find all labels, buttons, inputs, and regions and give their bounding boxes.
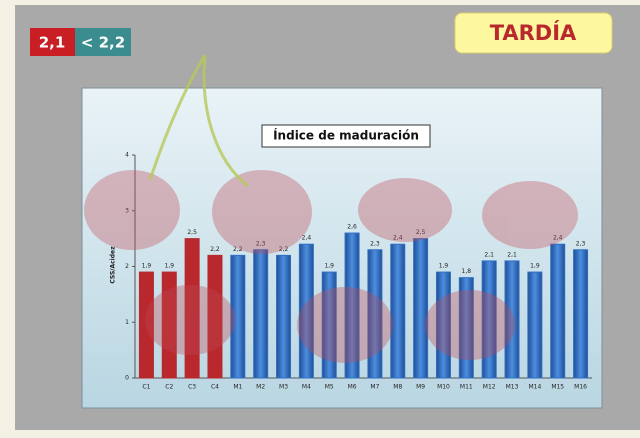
bar [414,239,428,378]
bar [551,244,565,378]
bar [277,255,291,378]
x-tick-label: M13 [506,384,519,391]
value-label: 1,9 [324,263,334,270]
label-text: TARDÍA [490,20,577,45]
value-label: 2,2 [210,246,220,253]
badge-text: 2,1 [39,34,66,52]
value-label: 1,9 [142,263,152,270]
x-tick-label: M6 [348,384,357,391]
value-label: 2,3 [576,240,586,247]
value-label: 2,1 [484,251,494,258]
x-tick-label: C1 [142,384,150,391]
page: 2,1 < 2,2 TARDÍA 01234C11,9C21,9C32,5C42… [0,0,640,434]
value-label: 1,8 [462,268,472,275]
y-axis-label: CSS/Acidez [110,246,117,284]
x-tick-label: M2 [256,384,265,391]
x-tick-label: M15 [551,384,564,391]
x-tick-label: M4 [302,384,311,391]
y-tick-label: 4 [125,152,129,159]
x-tick-label: M10 [437,384,450,391]
slide: 2,1 < 2,2 TARDÍA 01234C11,9C21,9C32,5C42… [0,0,640,434]
x-tick-label: C4 [211,384,219,391]
x-tick-label: M16 [574,384,587,391]
bar [528,272,542,378]
value-label: 2,3 [370,240,380,247]
x-tick-label: M9 [416,384,425,391]
x-tick-label: M3 [279,384,288,391]
value-label: 2,6 [347,224,357,231]
badge-text: < 2,2 [81,34,125,52]
x-tick-label: C2 [165,384,173,391]
y-tick-label: 1 [125,319,129,326]
x-tick-label: M1 [233,384,242,391]
bar [391,244,405,378]
value-label: 2,5 [187,229,197,236]
x-tick-label: M8 [393,384,402,391]
value-label: 1,9 [165,263,175,270]
y-tick-label: 2 [125,263,129,270]
bar [574,250,588,378]
x-tick-label: M14 [528,384,541,391]
value-label: 1,9 [439,263,449,270]
chart-title: Índice de maduración [273,128,419,143]
x-tick-label: M7 [370,384,379,391]
bar [254,250,268,378]
x-tick-label: M11 [460,384,473,391]
x-tick-label: C3 [188,384,196,391]
value-label: 1,9 [530,263,540,270]
x-tick-label: M5 [325,384,334,391]
value-label: 2,1 [507,251,517,258]
y-tick-label: 0 [125,375,129,382]
x-tick-label: M12 [483,384,496,391]
